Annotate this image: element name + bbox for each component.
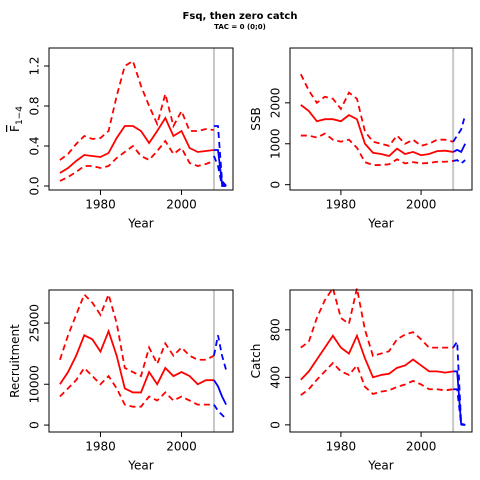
data-line <box>213 379 227 406</box>
data-line <box>452 143 466 154</box>
plot-frame <box>48 289 234 433</box>
y-tick-label: 10000 <box>28 365 42 403</box>
y-axis-title: Recruitment <box>8 324 22 398</box>
data-line <box>452 338 466 426</box>
data-line <box>300 132 454 166</box>
y-axis-title-main: Recruitment <box>8 324 22 398</box>
chart-title: Fsq, then zero catch <box>183 11 298 22</box>
y-tick-label: 0 <box>28 421 42 429</box>
plot-frame <box>289 289 473 433</box>
x-tick-label: 1980 <box>326 198 357 212</box>
y-axis-title-main: SSB <box>249 107 263 130</box>
data-line <box>59 59 215 161</box>
data-line <box>300 286 454 358</box>
plot-frame <box>289 47 473 191</box>
y-tick-label: 25000 <box>28 304 42 342</box>
data-line <box>59 139 215 182</box>
data-line <box>213 125 227 187</box>
y-tick-label: 0 <box>269 181 283 189</box>
data-line <box>59 328 214 394</box>
x-axis-title: Year <box>127 459 153 473</box>
data-line <box>452 114 467 143</box>
x-tick-label: 2000 <box>166 440 197 454</box>
y-tick-label: 2000 <box>269 88 283 119</box>
y-tick-label: 400 <box>269 366 283 389</box>
y-axis-title: SSB <box>249 107 263 130</box>
y-tick-label: 0 <box>269 421 283 429</box>
y-tick-label: 0.8 <box>28 96 42 115</box>
y-tick-label: 800 <box>269 318 283 341</box>
y-axis-title-main: F <box>8 125 22 132</box>
x-axis-title: Year <box>367 217 393 231</box>
y-tick-label: 0.0 <box>28 176 42 195</box>
data-line <box>452 159 466 165</box>
data-line <box>300 73 454 147</box>
y-axis-title: F1−4 <box>8 106 25 132</box>
x-axis-title: Year <box>367 459 393 473</box>
y-axis-title: Catch <box>249 344 263 379</box>
x-axis-title: Year <box>127 217 153 231</box>
plot-frame <box>48 47 234 191</box>
y-axis-title-main: Catch <box>249 344 263 379</box>
data-line <box>59 366 214 408</box>
data-line <box>300 333 454 381</box>
x-tick-label: 1980 <box>326 440 357 454</box>
data-line <box>213 335 227 371</box>
data-line <box>213 404 227 420</box>
y-axis-title-sub: 1−4 <box>15 106 25 125</box>
y-tick-label: 1000 <box>269 128 283 159</box>
data-line <box>213 155 227 187</box>
x-tick-label: 1980 <box>85 440 116 454</box>
x-tick-label: 2000 <box>166 198 197 212</box>
data-line <box>300 104 454 158</box>
data-line <box>59 291 215 378</box>
data-line <box>213 149 227 187</box>
chart-subtitle: TAC = 0 (0;0) <box>214 23 266 31</box>
x-tick-label: 1980 <box>85 198 116 212</box>
x-tick-label: 2000 <box>406 440 437 454</box>
data-line <box>300 361 454 396</box>
data-line <box>59 116 215 174</box>
y-tick-label: 0.4 <box>28 136 42 155</box>
y-tick-label: 1.2 <box>28 56 42 75</box>
x-tick-label: 2000 <box>406 198 437 212</box>
